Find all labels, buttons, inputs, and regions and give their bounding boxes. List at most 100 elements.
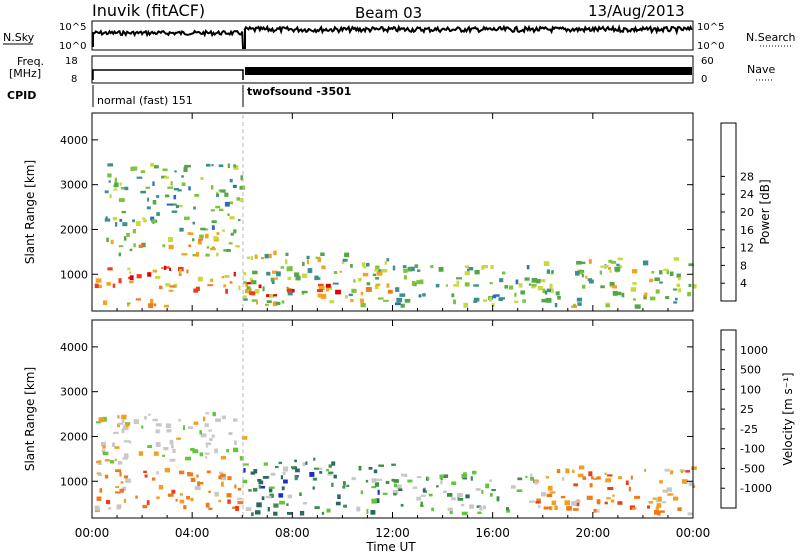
heatmap-cell [98,417,105,423]
heatmap-cell [162,168,168,172]
heatmap-cell [142,217,146,220]
heatmap-cell [141,242,146,248]
heatmap-cell [172,448,176,453]
heatmap-cell [265,495,272,499]
heatmap-cell [206,246,210,249]
heatmap-cell [514,300,519,303]
heatmap-cell [165,266,170,269]
heatmap-cell [320,293,327,299]
heatmap-cell [287,276,292,280]
heatmap-cell [149,298,154,304]
heatmap-cell [114,182,119,188]
heatmap-cell [233,418,238,422]
heatmap-cell [278,461,283,465]
power-y-axis: 1000 2000 3000 4000 [60,134,693,281]
heatmap-cell [608,267,611,270]
heatmap-cell [329,300,335,304]
heatmap-cell [375,498,380,504]
heatmap-cell [481,265,485,270]
heatmap-cell [205,253,210,257]
heatmap-cell [209,438,213,441]
heatmap-cell [272,270,278,274]
heatmap-cell [554,303,558,308]
heatmap-cell [299,510,305,516]
heatmap-cell [257,479,262,482]
heatmap-cell [328,464,332,468]
heatmap-cell [477,511,482,514]
heatmap-cell [144,415,147,420]
heatmap-cell [618,265,623,269]
heatmap-cell [419,279,424,285]
heatmap-cell [256,502,262,508]
heatmap-cell [672,288,678,291]
heatmap-cell [612,285,617,289]
heatmap-cell [530,473,533,477]
heatmap-cell [365,479,369,483]
heatmap-cell [227,499,231,504]
heatmap-cell [391,463,396,466]
heatmap-cell [371,478,377,483]
heatmap-cell [117,423,120,428]
heatmap-cell [216,193,219,197]
heatmap-cell [235,245,240,248]
velocity-heatmap-cells [94,411,697,517]
heatmap-cell [120,481,124,484]
heatmap-cell [210,247,216,251]
heatmap-cell [223,284,227,288]
heatmap-cell [604,472,607,476]
heatmap-cell [114,491,121,494]
heatmap-cell [165,194,170,198]
heatmap-cell [163,304,169,308]
heatmap-cell [221,275,225,279]
power-colorbar: 4 8 12 16 20 24 28 [720,122,754,302]
heatmap-cell [246,256,251,259]
heatmap-cell [207,284,214,287]
heatmap-cell [204,452,210,455]
heatmap-cell [545,506,551,509]
heatmap-cell [427,476,430,481]
heatmap-cell [600,265,606,268]
heatmap-cell [614,266,621,272]
heatmap-cell [108,180,111,183]
heatmap-cell [251,512,254,517]
heatmap-cell [165,423,172,428]
power-panel: 1000 2000 3000 4000 Slant Range [km] 4 8 12 16… [23,112,772,312]
heatmap-cell [651,271,655,274]
heatmap-cell [606,497,611,500]
heatmap-cell [451,293,455,298]
heatmap-cell [94,505,100,511]
heatmap-cell [299,492,302,496]
heatmap-cell [192,449,199,454]
heatmap-cell [398,488,403,492]
heatmap-cell [106,500,111,505]
cpid-label: CPID [7,89,36,102]
heatmap-cell [556,469,561,474]
heatmap-cell [246,282,251,285]
heatmap-cell [179,499,185,504]
heatmap-cell [115,222,118,227]
heatmap-cell [197,241,202,245]
heatmap-cell [376,271,383,276]
heatmap-cell [104,190,109,194]
heatmap-cell [633,298,636,301]
heatmap-cell [335,289,341,295]
heatmap-cell [221,481,224,487]
heatmap-cell [266,294,272,297]
heatmap-cell [404,298,411,303]
heatmap-cell [360,303,366,308]
heatmap-cell [661,501,666,504]
heatmap-cell [417,269,421,272]
heatmap-cell [575,502,580,507]
heatmap-cell [530,476,534,481]
heatmap-cell [226,493,232,498]
heatmap-cell [385,480,390,484]
heatmap-cell [593,508,597,513]
heatmap-cell [371,498,377,504]
heatmap-cell [240,198,244,203]
heatmap-cell [252,270,258,275]
heatmap-cell [233,271,236,277]
heatmap-cell [107,163,114,167]
heatmap-cell [414,264,419,268]
heatmap-cell [261,496,265,501]
heatmap-cell [376,478,382,481]
